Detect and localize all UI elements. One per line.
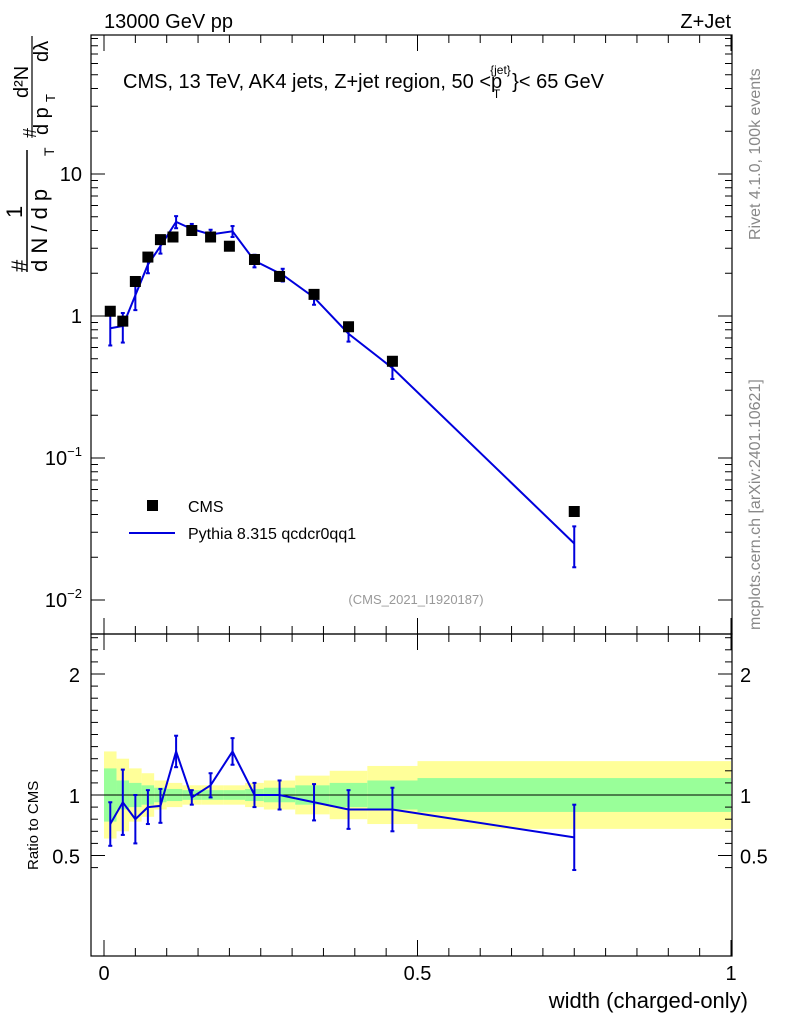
cms-point <box>223 240 235 252</box>
x-tick-label: 1 <box>725 963 736 985</box>
x-axis-label: width (charged-only) <box>548 988 748 1013</box>
main-ytick-label: 10 <box>60 164 82 186</box>
ylabel-dlambda: dλ <box>31 41 53 62</box>
x-tick-label: 0 <box>98 963 109 985</box>
cms-point <box>568 505 580 517</box>
main-ytick-label: 10−1 <box>45 444 82 470</box>
legend: CMS Pythia 8.315 qcdcr0qq1 <box>129 499 356 543</box>
ratio-ytick-label: 1 <box>69 786 80 808</box>
ratio-frame <box>90 633 733 957</box>
cms-point <box>205 231 217 243</box>
x-tick-label: 0.5 <box>404 963 432 985</box>
main-y-ticks: 10 1 10−1 10−2 <box>45 37 732 612</box>
legend-cms-label: CMS <box>188 499 224 516</box>
ylabel-dpt-sub: T <box>43 94 58 102</box>
ratio-y-ticks: 2 2 1 1 0.5 0.5 <box>52 637 768 869</box>
ylabel-one: 1 <box>2 206 27 218</box>
cms-point <box>308 288 320 300</box>
ratio-ytick-label-right: 2 <box>740 665 751 687</box>
cms-point <box>186 225 198 237</box>
ratio-ylabel: Ratio to CMS <box>25 781 42 870</box>
header-right: Z+Jet <box>680 11 731 33</box>
ylabel-dn-dpt-sub: T <box>41 147 57 156</box>
rivet-label: Rivet 4.1.0, 100k events <box>747 68 764 240</box>
cms-point <box>104 305 116 317</box>
pythia-line <box>110 220 575 545</box>
cms-point <box>154 234 166 246</box>
ratio-panel: 2 2 1 1 0.5 0.5 <box>52 633 768 957</box>
pythia-series <box>108 215 577 569</box>
ratio-ytick-label-right: 1 <box>740 786 751 808</box>
main-ylabel: # 1 d N / d p T # d²N d p T dλ <box>2 36 58 272</box>
ylabel-hash-2: # <box>20 128 40 138</box>
cms-point <box>167 231 179 243</box>
cms-point <box>343 321 355 333</box>
cms-point <box>129 275 141 287</box>
ratio-pythia-series <box>108 734 577 872</box>
cms-point <box>117 315 129 327</box>
legend-pythia-label: Pythia 8.315 qcdcr0qq1 <box>188 526 356 543</box>
ratio-ytick-label: 0.5 <box>52 847 80 869</box>
cms-point <box>248 253 260 265</box>
ylabel-dn-dpt: d N / d p <box>27 189 52 272</box>
main-ytick-label: 10−2 <box>45 586 82 612</box>
main-panel: 10 1 10−1 10−2 <box>45 34 733 635</box>
x-axis-ticks: 0 0.5 1 <box>98 35 737 985</box>
ylabel-dpt: d p <box>31 107 53 135</box>
legend-cms-marker <box>147 500 158 511</box>
ratio-ytick-label-right: 0.5 <box>740 847 768 869</box>
analysis-id: (CMS_2021_I1920187) <box>348 592 483 607</box>
cms-point <box>142 251 154 263</box>
mcplots-label: mcplots.cern.ch [arXiv:2401.10621] <box>747 379 764 630</box>
main-frame <box>90 34 733 635</box>
cms-point <box>386 355 398 367</box>
header-left: 13000 GeV pp <box>104 11 233 33</box>
ratio-ytick-label: 2 <box>69 665 80 687</box>
plot-title: CMS, 13 TeV, AK4 jets, Z+jet region, 50 … <box>123 63 605 101</box>
ylabel-d2n: d²N <box>11 66 33 98</box>
main-ytick-label: 1 <box>71 306 82 328</box>
ylabel-hash-1: # <box>7 259 32 272</box>
cms-point <box>274 270 286 282</box>
cms-series <box>104 225 580 517</box>
